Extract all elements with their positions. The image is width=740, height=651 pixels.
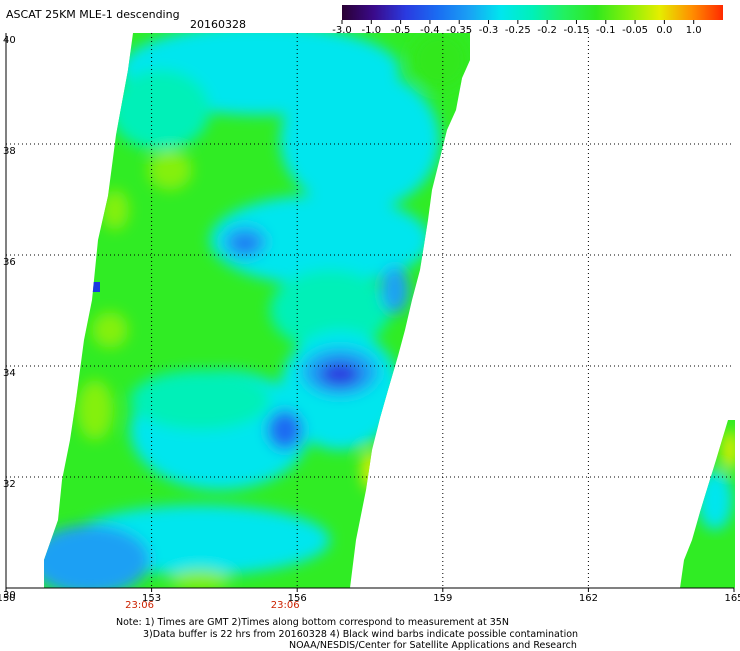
lat-label: 40 <box>3 35 16 46</box>
colorbar-legend: -3.0 -1.0 -0.5 -0.4 -0.35 -0.3 -0.25 -0.2 -0.15-… <box>332 5 723 36</box>
colorbar-label: 0.0 <box>656 25 672 36</box>
lon-label: 165 <box>724 593 740 604</box>
colorbar-label: -0.35 <box>446 25 472 36</box>
note-line-2: 3)Data buffer is 22 hrs from 20160328 4)… <box>143 629 579 640</box>
lat-label: 38 <box>3 146 16 157</box>
note-line-1: Note: 1) Times are GMT 2)Times along bot… <box>116 617 509 628</box>
colorbar-label: -3.0 <box>332 25 352 36</box>
lon-label: 156 <box>288 593 307 604</box>
time-label: 23:06 <box>271 600 300 611</box>
colorbar-ramp <box>342 5 723 20</box>
lon-label: 153 <box>142 593 161 604</box>
lat-label: 32 <box>3 479 16 490</box>
colorbar-label: -0.2 <box>537 25 557 36</box>
lon-label: 159 <box>433 593 452 604</box>
colorbar-label: -0.3 <box>479 25 499 36</box>
lat-label: 34 <box>3 368 16 379</box>
note-line-3: NOAA/NESDIS/Center for Satellite Applica… <box>289 640 577 651</box>
product-date: 20160328 <box>190 18 246 31</box>
lon-label: 150 <box>0 593 16 604</box>
product-title: ASCAT 25KM MLE-1 descending <box>6 8 180 21</box>
colorbar-label: -0.25 <box>505 25 531 36</box>
colorbar-label: 1.0 <box>686 25 702 36</box>
colorbar-label: -0.15 <box>564 25 590 36</box>
time-label: 23:06 <box>125 600 154 611</box>
lat-label: 36 <box>3 257 16 268</box>
colorbar-label: -0.5 <box>391 25 411 36</box>
colorbar-label: -1.0 <box>362 25 382 36</box>
colorbar-label: -0.4 <box>420 25 440 36</box>
map-axes: 150 153 156 159 162 165 40 38 36 34 32 30 23:06 23:06 <box>0 33 740 611</box>
lat-label: 30 <box>3 590 16 601</box>
lon-label: 162 <box>579 593 598 604</box>
swath-west <box>44 33 470 588</box>
lat-lon-gridlines <box>6 33 734 588</box>
colorbar-label: -0.05 <box>622 25 648 36</box>
colorbar-label: -0.1 <box>596 25 616 36</box>
swath-east <box>680 420 735 588</box>
